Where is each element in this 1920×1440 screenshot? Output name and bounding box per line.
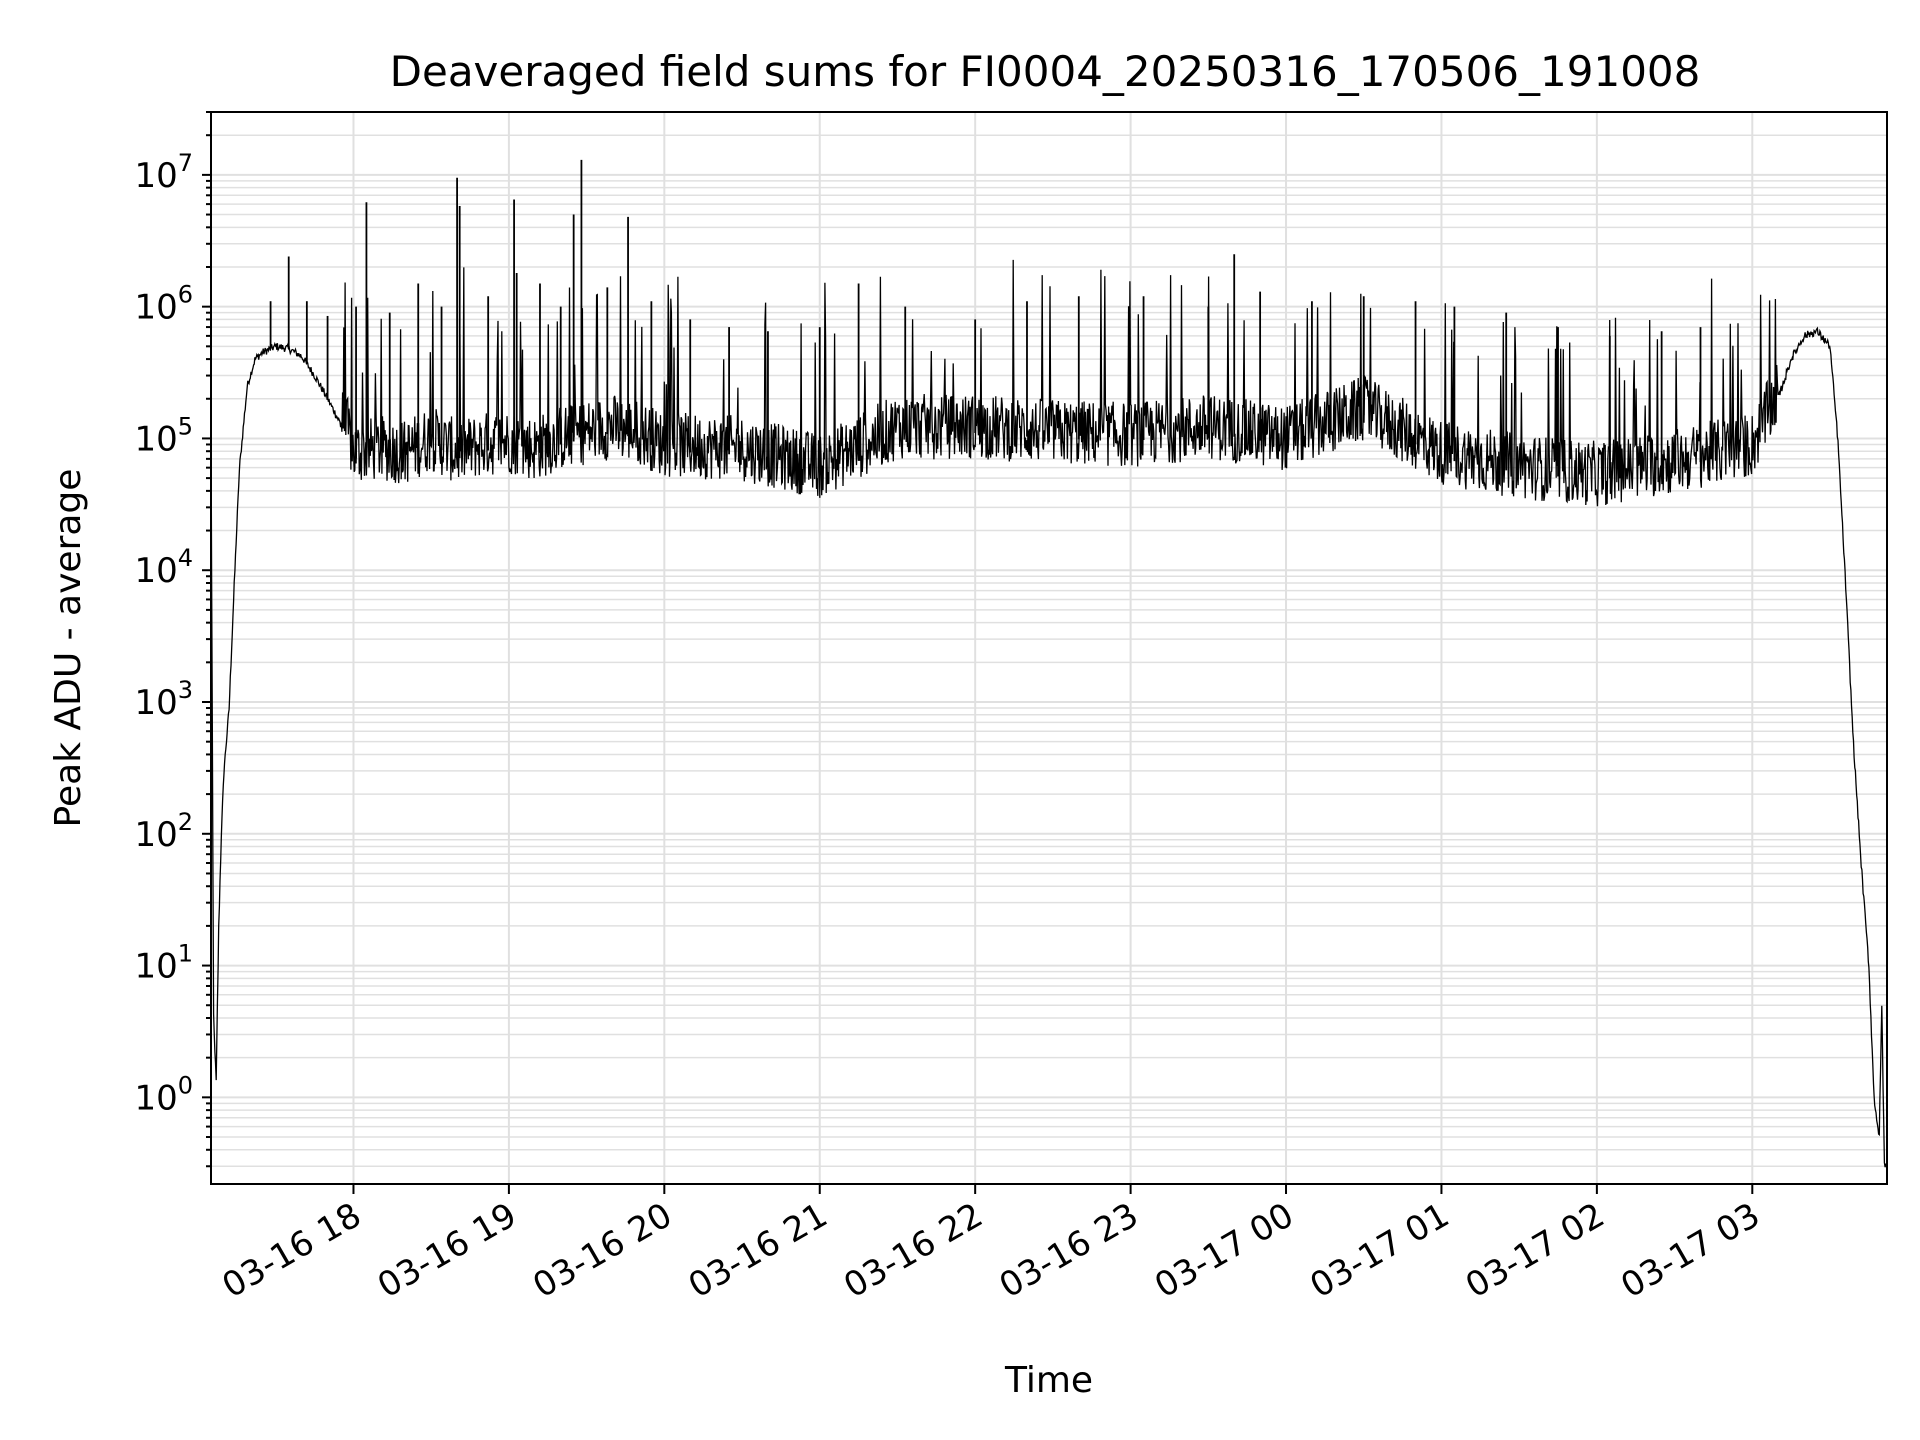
x-tick-label: 03-16 22 — [837, 1195, 989, 1306]
y-tick-exponent: 7 — [178, 149, 193, 177]
gridlines — [211, 111, 1887, 1184]
x-axis-label: Time — [1004, 1360, 1093, 1401]
y-axis-label: Peak ADU - average — [48, 469, 89, 828]
y-tick-exponent: 4 — [178, 544, 193, 572]
y-tick-label: 101 — [134, 940, 193, 987]
y-tick-label: 105 — [134, 412, 193, 459]
x-tick-label: 03-16 20 — [526, 1195, 678, 1306]
y-tick-base: 10 — [134, 1078, 177, 1118]
x-tick-label: 03-17 02 — [1459, 1195, 1611, 1306]
x-tick-label: 03-16 21 — [682, 1195, 834, 1306]
y-tick-base: 10 — [134, 156, 177, 196]
x-axis: 03-16 18 03-16 19 03-16 20 03-16 21 03-16 22… — [216, 1184, 1767, 1306]
y-tick-label: 103 — [134, 676, 193, 723]
y-tick-base: 10 — [134, 683, 177, 723]
y-tick-label: 107 — [134, 149, 193, 196]
y-tick-label: 104 — [134, 544, 193, 591]
y-tick-exponent: 5 — [178, 412, 193, 440]
y-tick-label: 106 — [134, 281, 193, 328]
x-tick-label: 03-17 00 — [1148, 1195, 1300, 1306]
y-tick-label: 100 — [134, 1071, 193, 1118]
x-tick-label: 03-16 18 — [216, 1195, 368, 1306]
y-tick-exponent: 6 — [178, 281, 193, 309]
y-tick-base: 10 — [134, 551, 177, 591]
x-tick-label: 03-17 01 — [1304, 1195, 1456, 1306]
x-tick-label: 03-16 19 — [371, 1195, 523, 1306]
y-tick-exponent: 3 — [178, 676, 193, 704]
y-tick-base: 10 — [134, 419, 177, 459]
y-tick-base: 10 — [134, 815, 177, 855]
y-tick-exponent: 2 — [178, 808, 193, 836]
chart-title: Deaveraged field sums for FI0004_2025031… — [390, 47, 1701, 96]
plot-frame — [210, 111, 1888, 1185]
y-tick-exponent: 1 — [178, 940, 193, 968]
y-tick-exponent: 0 — [178, 1071, 193, 1099]
x-tick-label: 03-16 23 — [993, 1195, 1145, 1306]
y-tick-label: 102 — [134, 808, 193, 855]
x-tick-label: 03-17 03 — [1614, 1195, 1766, 1306]
y-tick-base: 10 — [134, 947, 177, 987]
series-line — [210, 259, 1888, 1170]
y-tick-base: 10 — [134, 288, 177, 328]
plot-area — [210, 159, 1888, 1170]
